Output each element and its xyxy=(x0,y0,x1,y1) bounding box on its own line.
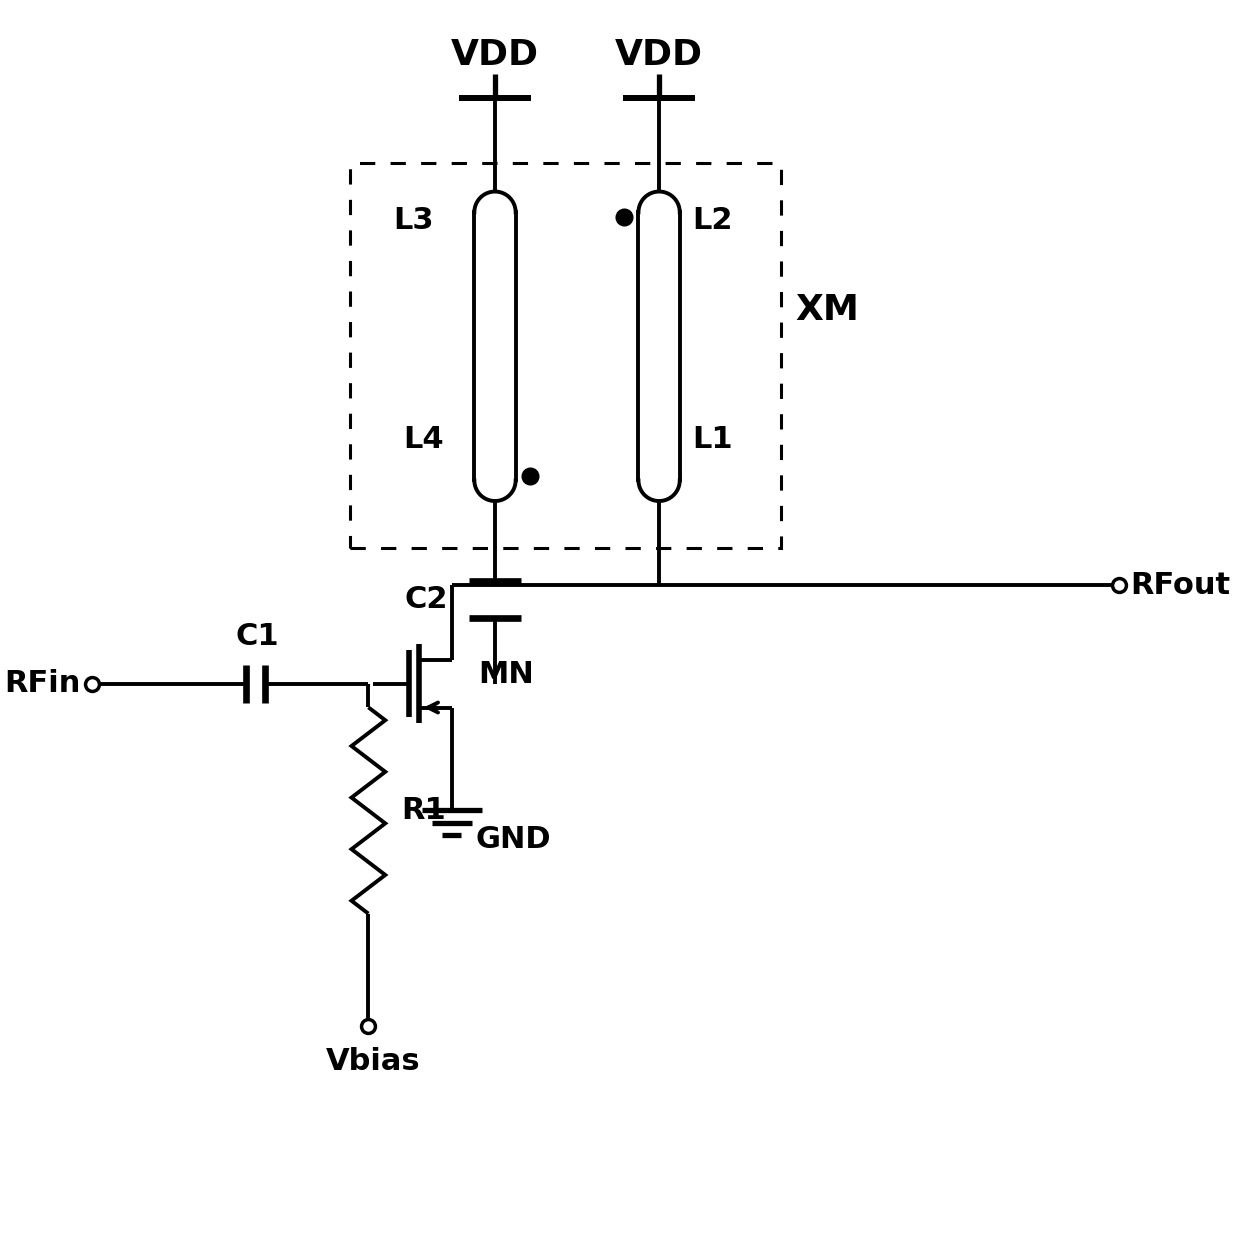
Text: L3: L3 xyxy=(393,205,434,235)
Text: VDD: VDD xyxy=(615,37,703,72)
Text: L4: L4 xyxy=(403,426,444,454)
Text: L1: L1 xyxy=(692,426,733,454)
Text: Vbias: Vbias xyxy=(326,1047,420,1076)
Text: L2: L2 xyxy=(692,205,733,235)
Text: MN: MN xyxy=(479,661,534,689)
Text: R1: R1 xyxy=(402,795,446,825)
Text: RFin: RFin xyxy=(4,669,81,699)
Text: C2: C2 xyxy=(404,585,448,614)
Text: C1: C1 xyxy=(236,622,279,651)
Text: GND: GND xyxy=(475,825,551,854)
Text: RFout: RFout xyxy=(1130,571,1230,600)
Text: XM: XM xyxy=(795,292,859,327)
Text: VDD: VDD xyxy=(451,37,539,72)
